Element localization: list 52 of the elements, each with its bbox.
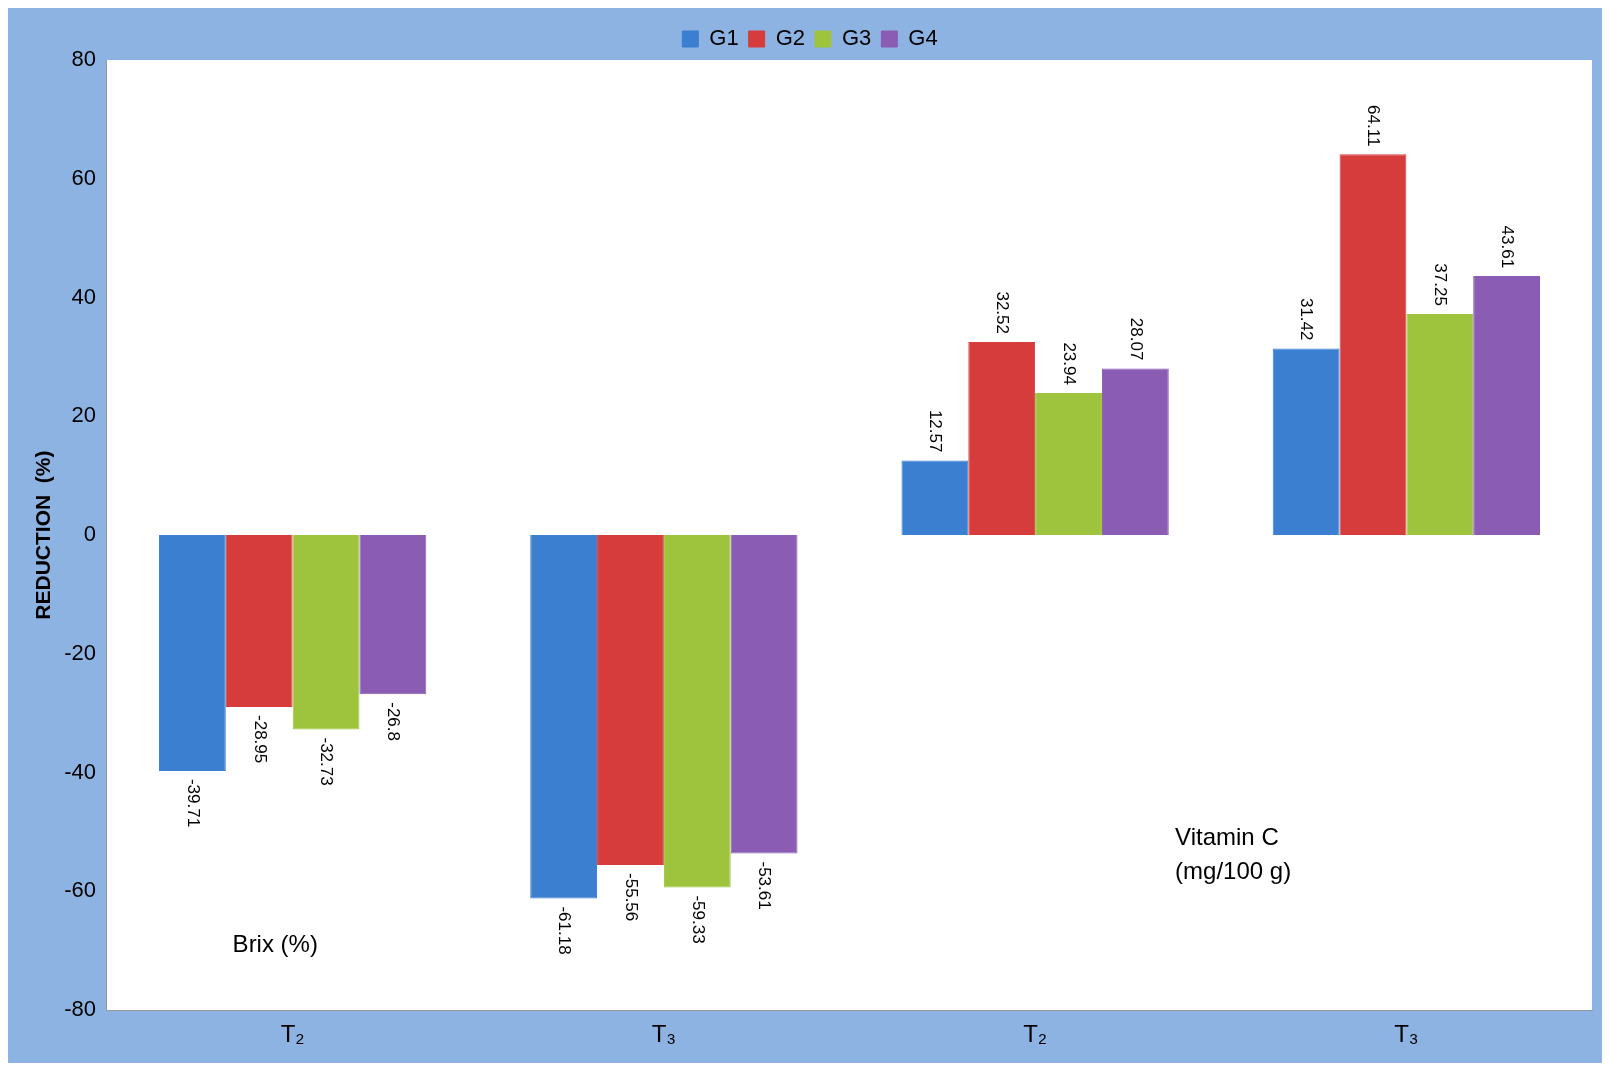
bar [1272, 348, 1340, 536]
bar [901, 460, 969, 536]
bar [530, 535, 598, 899]
data-label: 43.61 [1497, 225, 1517, 269]
data-label: 37.25 [1431, 263, 1451, 306]
bar [730, 535, 798, 854]
data-label: -26.8 [384, 702, 404, 742]
y-tick-label: -20 [64, 639, 96, 665]
x-tick-label: T₂ [1023, 1020, 1048, 1048]
y-tick-label: -40 [64, 758, 96, 784]
y-tick-label: -80 [64, 996, 96, 1022]
annotation: Vitamin C (mg/100 g) [1175, 822, 1292, 884]
annotation: Brix (%) [232, 929, 318, 957]
data-label: -59.33 [688, 895, 708, 944]
x-tick-label: T₃ [651, 1020, 677, 1048]
data-label: -61.18 [554, 906, 574, 955]
bar [1339, 154, 1407, 536]
x-tick-label: T₂ [280, 1020, 305, 1048]
bar [292, 535, 360, 730]
data-label: -39.71 [183, 778, 203, 828]
y-tick-label: 60 [71, 164, 96, 190]
data-label: 64.11 [1364, 105, 1384, 147]
bar [597, 535, 664, 866]
bar [968, 341, 1036, 536]
data-label: -53.61 [755, 861, 775, 910]
bar [663, 535, 731, 888]
y-tick-label: -60 [64, 877, 96, 903]
y-axis-title: REDUCTION (%) [31, 450, 55, 620]
bar [225, 535, 293, 708]
legend-label: G1 [709, 25, 739, 51]
y-tick-label: 80 [71, 46, 96, 72]
bar [359, 535, 427, 695]
data-label: 12.57 [926, 409, 946, 453]
x-tick-label: T₃ [1394, 1020, 1419, 1048]
y-tick-label: 0 [83, 521, 96, 547]
bar [1473, 276, 1541, 536]
data-label: -55.56 [621, 873, 641, 922]
bar [1035, 392, 1102, 536]
legend-label: G2 [775, 25, 806, 51]
data-label: 28.07 [1126, 317, 1146, 361]
y-tick-label: 40 [71, 283, 96, 309]
data-label: 32.52 [993, 291, 1013, 334]
legend-label: G4 [908, 25, 938, 51]
data-label: -32.73 [317, 737, 337, 786]
data-label: 23.94 [1059, 342, 1079, 385]
bar [1101, 368, 1169, 536]
data-label: -28.95 [250, 715, 270, 764]
bar [1406, 313, 1474, 536]
legend-label: G3 [842, 25, 872, 51]
y-tick-label: 20 [71, 402, 96, 428]
data-label: 31.42 [1297, 297, 1317, 341]
bar [158, 535, 226, 771]
